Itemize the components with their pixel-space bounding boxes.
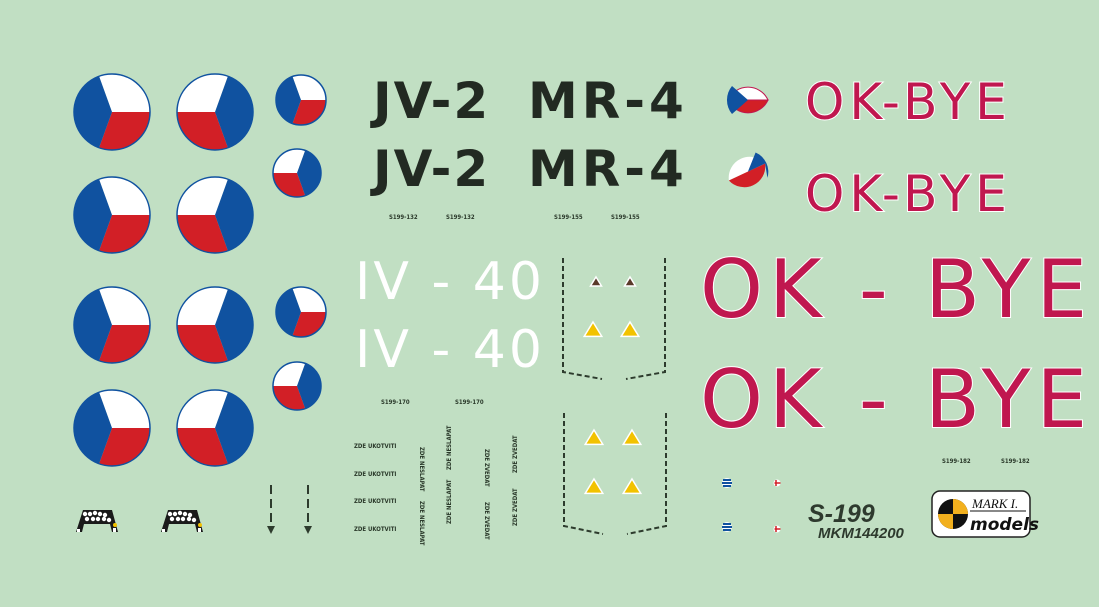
registration-jv2-top: JV-2 bbox=[370, 72, 490, 130]
warning-triangles bbox=[582, 275, 643, 495]
stencil-neslapat: ZDE NESLAPAT bbox=[418, 501, 425, 546]
czech-roundel bbox=[176, 389, 254, 467]
stencil-group: ZDE UKOTVITI ZDE UKOTVITI ZDE UKOTVITI Z… bbox=[354, 425, 519, 546]
stencil-neslapat: ZDE NESLAPAT bbox=[418, 447, 425, 492]
warning-triangle-icon bbox=[621, 428, 643, 446]
czech-roundel bbox=[73, 286, 151, 364]
decal-number: S199-182 bbox=[1001, 458, 1030, 465]
czech-roundel bbox=[275, 74, 327, 126]
warning-triangle-icon bbox=[623, 275, 637, 287]
decal-number: S199-155 bbox=[554, 214, 583, 221]
stencil-ukotviti: ZDE UKOTVITI bbox=[354, 443, 396, 450]
flag-emblem-top bbox=[726, 86, 769, 114]
warning-triangle-icon bbox=[583, 477, 605, 495]
logo-bottom-text: models bbox=[970, 515, 1039, 535]
registration-okbye-small-top: OK-BYE bbox=[805, 73, 1012, 131]
czech-roundel bbox=[176, 73, 254, 151]
registration-okbye-large-top: OK - BYE bbox=[700, 243, 1093, 336]
instrument-panel-icon bbox=[76, 510, 118, 532]
stencil-ukotviti: ZDE UKOTVITI bbox=[354, 498, 396, 505]
stencil-neslapat: ZDE NESLAPAT bbox=[446, 479, 453, 524]
warning-triangle-icon bbox=[582, 320, 604, 338]
czech-roundel bbox=[73, 389, 151, 467]
warning-triangle-icon bbox=[621, 477, 643, 495]
czech-roundel bbox=[272, 361, 322, 411]
czech-roundel bbox=[73, 73, 151, 151]
warning-triangle-icon bbox=[619, 320, 641, 338]
decal-number: S199-170 bbox=[455, 399, 484, 406]
decal-number: S199-155 bbox=[611, 214, 640, 221]
instrument-panel-icon bbox=[161, 510, 203, 532]
stencil-neslapat: ZDE NESLAPAT bbox=[446, 425, 453, 470]
small-markings bbox=[722, 478, 781, 533]
warning-triangle-icon bbox=[583, 428, 605, 446]
decal-number: S199-132 bbox=[389, 214, 418, 221]
stencil-ukotviti: ZDE UKOTVITI bbox=[354, 471, 396, 478]
registration-iv40-bottom: IV - 40 bbox=[355, 320, 545, 380]
decal-number: S199-182 bbox=[942, 458, 971, 465]
product-model: S-199 bbox=[808, 500, 875, 528]
dashed-panel-outlines bbox=[562, 258, 667, 535]
flag-emblem-bottom bbox=[728, 152, 769, 188]
roundel-group bbox=[73, 73, 327, 467]
stencil-zvedat: ZDE ZVEDAT bbox=[483, 449, 490, 487]
registration-mr4-top: MR-4 bbox=[528, 72, 688, 130]
czech-roundel bbox=[275, 286, 327, 338]
decal-number: S199-132 bbox=[446, 214, 475, 221]
instrument-panel-decals bbox=[76, 510, 203, 532]
stencil-zvedat: ZDE ZVEDAT bbox=[512, 435, 519, 473]
registration-mr4-bottom: MR-4 bbox=[528, 140, 688, 198]
mark-i-models-logo: MARK I. models bbox=[931, 490, 1039, 538]
decal-number: S199-170 bbox=[381, 399, 410, 406]
arrow-decals bbox=[267, 485, 312, 534]
warning-triangle-icon bbox=[589, 275, 603, 287]
logo-top-text: MARK I. bbox=[971, 496, 1018, 511]
registration-jv2-bottom: JV-2 bbox=[370, 140, 490, 198]
czech-roundel bbox=[73, 176, 151, 254]
stencil-zvedat: ZDE ZVEDAT bbox=[483, 502, 490, 540]
registration-iv40-top: IV - 40 bbox=[355, 252, 545, 312]
stencil-ukotviti: ZDE UKOTVITI bbox=[354, 526, 396, 533]
czech-roundel bbox=[176, 176, 254, 254]
czech-roundel bbox=[176, 286, 254, 364]
stencil-zvedat: ZDE ZVEDAT bbox=[512, 488, 519, 526]
czech-roundel bbox=[272, 148, 322, 198]
registration-okbye-large-bottom: OK - BYE bbox=[700, 353, 1093, 446]
registration-okbye-small-bottom: OK-BYE bbox=[805, 165, 1012, 223]
product-code: MKM144200 bbox=[818, 525, 905, 542]
